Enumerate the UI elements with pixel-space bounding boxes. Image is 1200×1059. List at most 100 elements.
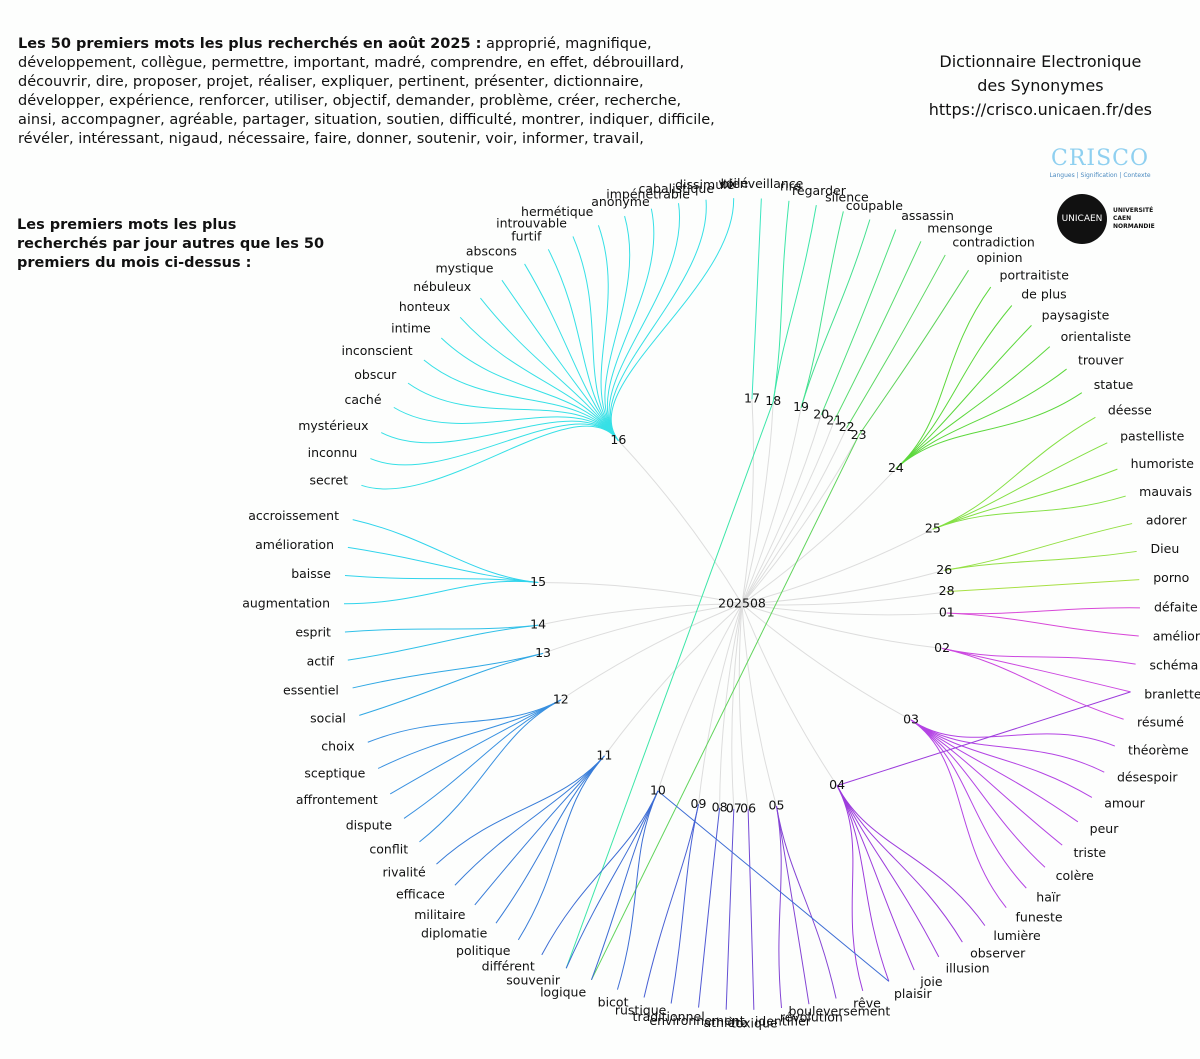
day-word-edge	[359, 652, 544, 716]
word-label: regarder	[792, 183, 847, 198]
day-word-edge	[495, 755, 605, 924]
day-word-edge	[407, 382, 619, 441]
brand-name: Dictionnaire Electronique	[939, 52, 1142, 71]
day-word-edge	[944, 550, 1137, 571]
day-word-edge	[393, 406, 619, 441]
word-label: amour	[1104, 796, 1145, 811]
day-label: 25	[925, 521, 941, 536]
word-label: colère	[1056, 868, 1095, 883]
word-label: hermétique	[521, 204, 594, 219]
word-label: portraitiste	[1000, 268, 1070, 283]
day-word-edge	[895, 286, 992, 469]
day-word-edge	[895, 305, 1013, 469]
unicaen-name: UNICAEN	[1057, 194, 1107, 244]
word-label: humoriste	[1131, 456, 1195, 471]
word-label: rustique	[615, 1003, 667, 1018]
day-word-edge	[895, 392, 1083, 469]
word-label: pastelliste	[1120, 429, 1185, 444]
word-label: rire	[780, 178, 801, 193]
root-edge	[741, 414, 822, 605]
day-word-edge	[361, 425, 619, 490]
day-word-edge	[895, 368, 1067, 469]
day-word-edge	[474, 755, 605, 906]
root-edge	[741, 603, 777, 807]
word-label: peur	[1090, 821, 1120, 836]
day-word-edge	[895, 325, 1032, 469]
day-label: 13	[535, 645, 551, 660]
word-label: branlette	[1144, 686, 1200, 701]
day-word-edge	[343, 580, 539, 605]
day-word-edge	[833, 241, 922, 422]
word-label: voilé	[719, 176, 749, 191]
root-edge	[738, 603, 749, 809]
root-edge	[741, 603, 947, 616]
day-label: 20	[813, 406, 829, 421]
day-label: 15	[530, 574, 546, 589]
word-label: funeste	[1016, 910, 1063, 925]
day-word-edge	[608, 203, 681, 441]
cross-link	[657, 790, 890, 982]
day-word-edge	[440, 337, 619, 441]
day-word-edge	[459, 316, 619, 441]
day-word-edge	[524, 263, 619, 441]
day-word-edge	[565, 790, 659, 969]
word-label: adorer	[1146, 512, 1188, 527]
day-word-edge	[800, 219, 871, 408]
day-word-edge	[772, 200, 790, 402]
day-word-edge	[836, 785, 890, 982]
day-word-edge	[932, 495, 1126, 530]
word-label: inconnu	[308, 445, 358, 460]
word-label: baisse	[291, 566, 331, 581]
root-edge	[741, 468, 897, 605]
crisco-tagline: Langues | Signification | Contexte	[1049, 172, 1151, 179]
day-word-edge	[347, 624, 539, 661]
day-label: 28	[939, 583, 955, 598]
root-edge	[657, 603, 743, 792]
word-label: dispute	[346, 817, 393, 832]
day-word-edge	[910, 719, 1007, 908]
word-label: affrontement	[296, 792, 378, 807]
root-edge	[741, 603, 943, 649]
root-edge	[741, 528, 934, 605]
word-label: assassin	[901, 208, 954, 223]
word-label: orientaliste	[1061, 329, 1132, 344]
day-word-edge	[846, 254, 946, 429]
day-word-edge	[858, 269, 969, 436]
day-word-edge	[517, 755, 605, 941]
word-label: toxique	[731, 1015, 778, 1030]
word-label: nébuleux	[413, 279, 471, 294]
word-label: silence	[825, 189, 869, 204]
day-word-edge	[423, 359, 619, 441]
root-edge	[741, 435, 860, 605]
word-label: anonyme	[591, 194, 650, 209]
day-word-edge	[347, 546, 539, 584]
word-label: environnement	[649, 1013, 744, 1028]
day-word-edge	[751, 198, 762, 400]
day-word-edge	[942, 647, 1131, 693]
word-label: logique	[540, 984, 586, 999]
cross-link	[591, 435, 860, 981]
word-label: contradiction	[952, 234, 1034, 249]
day-label: 03	[903, 711, 919, 726]
day-word-edge	[910, 719, 1093, 798]
word-label: abscons	[466, 244, 517, 259]
day-word-edge	[597, 225, 619, 441]
day-word-edge	[910, 719, 1079, 823]
day-word-edge	[389, 699, 562, 795]
word-label: augmentation	[242, 595, 330, 610]
word-label: plaisir	[894, 986, 933, 1001]
day-label: 05	[769, 798, 785, 813]
root-edge	[538, 603, 743, 626]
day-word-edge	[946, 579, 1140, 593]
day-label: 26	[936, 562, 952, 577]
word-label: esprit	[295, 624, 331, 639]
day-word-edge	[547, 249, 619, 441]
header: Les 50 premiers mots les plus recherchés…	[18, 35, 718, 149]
root-edge	[741, 603, 838, 786]
brand: Dictionnaire Electronique des Synonymes …	[929, 50, 1152, 122]
root-edge	[741, 399, 754, 605]
root-edge	[741, 569, 945, 605]
day-word-edge	[775, 805, 810, 1005]
root-edge	[741, 407, 802, 605]
day-word-edge	[910, 719, 1116, 747]
